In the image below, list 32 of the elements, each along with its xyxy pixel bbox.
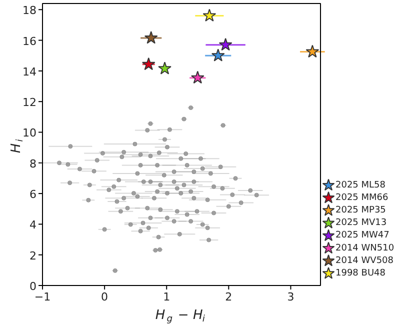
point bbox=[211, 48, 225, 62]
point bbox=[202, 8, 216, 22]
legend-label: 1998 BU48 bbox=[336, 268, 386, 278]
x-tick-label: −1 bbox=[34, 290, 51, 304]
y-tick-label: 14 bbox=[22, 65, 37, 78]
y-tick-label: 16 bbox=[22, 34, 37, 48]
point bbox=[306, 44, 320, 58]
y-tick-label: 2 bbox=[30, 249, 36, 262]
x-tick-label: 3 bbox=[287, 290, 294, 304]
y-tick-label: 12 bbox=[22, 96, 37, 110]
point bbox=[190, 70, 204, 84]
x-tick-label: 1 bbox=[163, 290, 170, 304]
y-tick-label: 4 bbox=[30, 218, 36, 232]
y-tick-label: 8 bbox=[30, 157, 36, 170]
y-tick-label: 10 bbox=[22, 126, 37, 140]
y-tick-label: 6 bbox=[30, 188, 36, 202]
y-axis-title: Hi bbox=[9, 138, 26, 154]
point bbox=[158, 62, 172, 74]
x-tick-label: 2 bbox=[225, 290, 232, 304]
legend-label: 2014 WV508 bbox=[336, 256, 394, 266]
legend-label: 2025 MM66 bbox=[336, 192, 389, 203]
point bbox=[142, 57, 156, 70]
legend-label: 2025 MW47 bbox=[336, 230, 390, 241]
point bbox=[218, 38, 232, 51]
point bbox=[144, 30, 158, 44]
legend-label: 2025 ML58 bbox=[336, 180, 386, 190]
y-tick-label: 18 bbox=[22, 4, 37, 18]
legend-label: 2025 MV13 bbox=[336, 218, 387, 228]
legend-label: 2025 MP35 bbox=[336, 206, 386, 216]
x-tick-label: 0 bbox=[101, 290, 108, 304]
y-tick-label: 0 bbox=[30, 280, 36, 293]
legend-label: 2014 WN510 bbox=[336, 243, 394, 254]
